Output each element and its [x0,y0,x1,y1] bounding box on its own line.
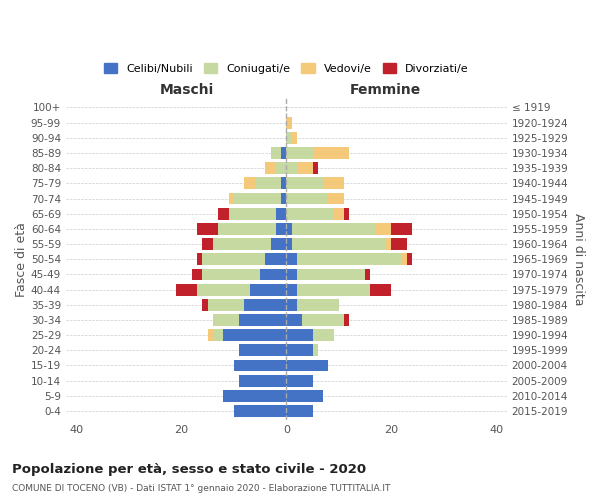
Y-axis label: Fasce di età: Fasce di età [15,222,28,296]
Bar [313,344,318,356]
Bar [213,329,223,341]
Bar [250,284,286,296]
Bar [391,223,412,235]
Bar [281,192,286,204]
Bar [271,147,281,159]
Bar [286,223,292,235]
Bar [402,254,407,265]
Bar [281,178,286,190]
Bar [286,162,297,174]
Text: Maschi: Maschi [160,83,214,97]
Bar [286,147,313,159]
Bar [239,314,286,326]
Text: Femmine: Femmine [350,83,421,97]
Bar [229,192,234,204]
Bar [297,254,402,265]
Bar [344,208,349,220]
Y-axis label: Anni di nascita: Anni di nascita [572,213,585,306]
Bar [344,314,349,326]
Bar [202,254,265,265]
Bar [286,132,292,143]
Bar [391,238,407,250]
Bar [286,238,292,250]
Bar [286,268,297,280]
Bar [297,268,365,280]
Bar [281,147,286,159]
Bar [292,132,297,143]
Bar [286,116,292,128]
Bar [286,299,297,310]
Bar [292,223,376,235]
Bar [276,208,286,220]
Bar [239,375,286,386]
Bar [244,299,286,310]
Bar [218,208,229,220]
Text: Popolazione per età, sesso e stato civile - 2020: Popolazione per età, sesso e stato civil… [12,462,366,475]
Bar [176,284,197,296]
Bar [260,268,286,280]
Bar [276,223,286,235]
Bar [313,162,318,174]
Bar [286,405,313,417]
Bar [286,254,297,265]
Bar [239,344,286,356]
Bar [265,254,286,265]
Bar [297,162,313,174]
Bar [286,192,328,204]
Bar [265,162,276,174]
Bar [202,299,208,310]
Bar [334,208,344,220]
Bar [286,284,297,296]
Bar [244,178,255,190]
Bar [286,208,334,220]
Bar [376,223,391,235]
Bar [297,284,370,296]
Bar [328,192,344,204]
Bar [192,268,202,280]
Bar [370,284,391,296]
Bar [286,329,313,341]
Bar [197,223,218,235]
Bar [234,192,281,204]
Bar [323,178,344,190]
Bar [386,238,391,250]
Bar [286,178,323,190]
Bar [276,162,286,174]
Bar [234,360,286,372]
Bar [197,284,250,296]
Bar [223,329,286,341]
Bar [202,268,260,280]
Bar [365,268,370,280]
Bar [297,299,339,310]
Legend: Celibi/Nubili, Coniugati/e, Vedovi/e, Divorziati/e: Celibi/Nubili, Coniugati/e, Vedovi/e, Di… [100,59,473,78]
Bar [313,329,334,341]
Bar [234,405,286,417]
Bar [255,178,281,190]
Bar [286,314,302,326]
Bar [271,238,286,250]
Bar [286,360,328,372]
Bar [292,238,386,250]
Bar [229,208,276,220]
Bar [208,329,213,341]
Bar [213,238,271,250]
Bar [302,314,344,326]
Bar [218,223,276,235]
Bar [286,375,313,386]
Bar [213,314,239,326]
Bar [208,299,244,310]
Bar [407,254,412,265]
Text: COMUNE DI TOCENO (VB) - Dati ISTAT 1° gennaio 2020 - Elaborazione TUTTITALIA.IT: COMUNE DI TOCENO (VB) - Dati ISTAT 1° ge… [12,484,391,493]
Bar [313,147,349,159]
Bar [286,390,323,402]
Bar [197,254,202,265]
Bar [202,238,213,250]
Bar [223,390,286,402]
Bar [286,344,313,356]
